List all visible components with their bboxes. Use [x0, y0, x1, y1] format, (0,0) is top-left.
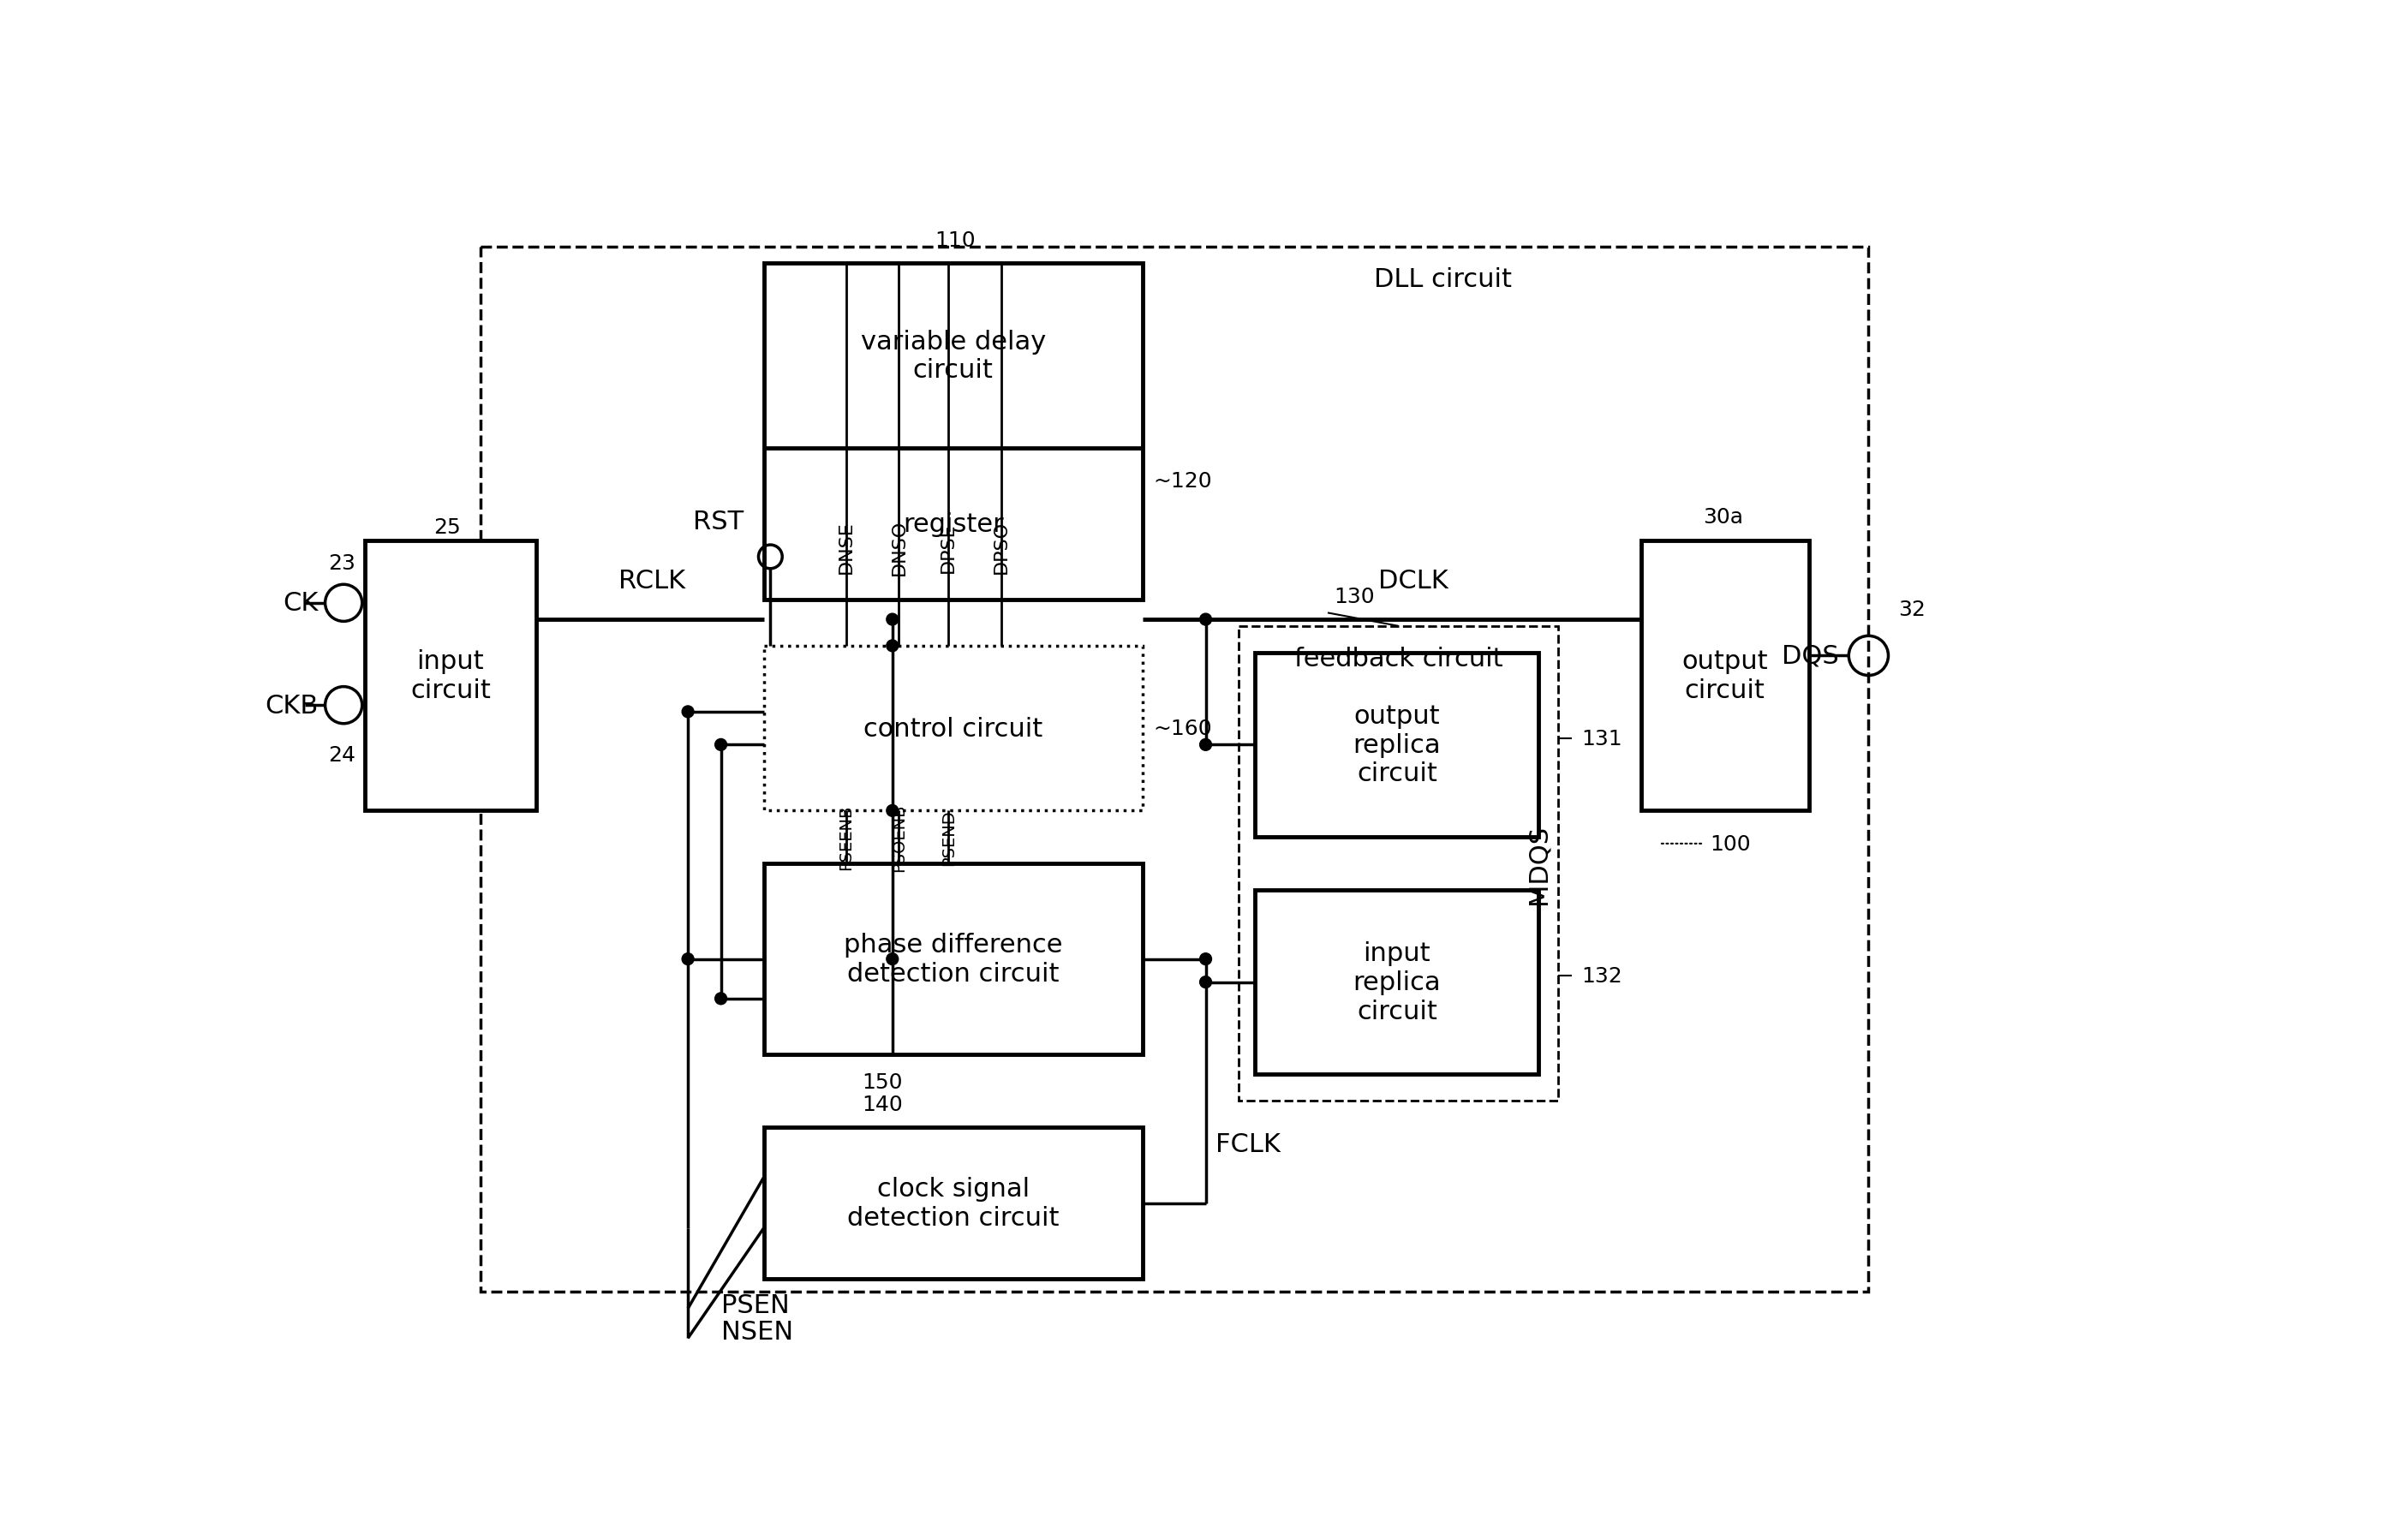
Text: variable delay
circuit: variable delay circuit — [860, 330, 1047, 383]
Text: DPSE: DPSE — [939, 522, 958, 573]
Bar — [1238, 627, 1559, 1101]
Circle shape — [886, 641, 898, 651]
Text: 130: 130 — [1334, 587, 1375, 607]
Text: output
replica
circuit: output replica circuit — [1353, 704, 1442, 787]
Text: register: register — [903, 511, 1004, 536]
Text: RST: RST — [692, 510, 745, 534]
Bar — [1255, 653, 1538, 838]
Text: CK: CK — [283, 591, 319, 616]
Text: DQS: DQS — [1782, 644, 1839, 668]
Text: PSEN: PSEN — [721, 1294, 790, 1318]
Text: MDQS: MDQS — [1526, 824, 1552, 904]
Bar — [1255, 890, 1538, 1075]
Text: 24: 24 — [328, 745, 354, 765]
Circle shape — [683, 953, 695, 966]
Text: output
circuit: output circuit — [1681, 648, 1768, 702]
Text: 132: 132 — [1581, 966, 1621, 986]
Text: DNSE: DNSE — [838, 521, 855, 574]
Text: 32: 32 — [1899, 599, 1926, 619]
Circle shape — [716, 993, 726, 1004]
Text: 131: 131 — [1581, 728, 1621, 748]
Text: PSEND: PSEND — [941, 809, 956, 865]
Circle shape — [1200, 953, 1212, 966]
Text: PSOENB: PSOENB — [891, 804, 908, 872]
Text: 25: 25 — [433, 517, 460, 537]
Text: 140: 140 — [862, 1093, 903, 1115]
Text: ~160: ~160 — [1152, 718, 1212, 739]
Text: FCLK: FCLK — [1217, 1132, 1281, 1157]
Bar — [764, 864, 1142, 1055]
Text: 30a: 30a — [1703, 507, 1744, 528]
Text: RCLK: RCLK — [618, 568, 685, 593]
Text: DPSO: DPSO — [992, 521, 1011, 574]
Circle shape — [716, 739, 726, 752]
Text: 100: 100 — [1710, 833, 1751, 855]
Bar — [479, 248, 1868, 1292]
Circle shape — [1200, 739, 1212, 752]
Text: phase difference
detection circuit: phase difference detection circuit — [843, 933, 1063, 986]
Bar — [1641, 541, 1808, 812]
Circle shape — [886, 614, 898, 625]
Circle shape — [886, 805, 898, 816]
Text: feedback circuit: feedback circuit — [1293, 647, 1502, 671]
Circle shape — [1200, 976, 1212, 989]
Text: clock signal
detection circuit: clock signal detection circuit — [848, 1177, 1059, 1230]
Text: CKB: CKB — [266, 693, 319, 718]
Text: input
circuit: input circuit — [410, 648, 491, 702]
Bar — [364, 541, 536, 812]
Circle shape — [1200, 614, 1212, 625]
Circle shape — [886, 953, 898, 966]
Text: DLL circuit: DLL circuit — [1375, 268, 1511, 293]
Text: 150: 150 — [862, 1072, 903, 1092]
Bar — [764, 263, 1142, 601]
Circle shape — [683, 707, 695, 718]
Bar — [764, 1127, 1142, 1280]
Text: input
replica
circuit: input replica circuit — [1353, 941, 1442, 1024]
Text: DCLK: DCLK — [1380, 568, 1449, 593]
Text: PSEENB: PSEENB — [838, 805, 855, 870]
Text: NSEN: NSEN — [721, 1320, 793, 1344]
Text: 23: 23 — [328, 553, 354, 574]
Text: 110: 110 — [934, 229, 975, 251]
Text: ~120: ~120 — [1152, 471, 1212, 491]
Bar — [764, 647, 1142, 812]
Text: DNSO: DNSO — [891, 519, 908, 576]
Text: control circuit: control circuit — [865, 716, 1042, 741]
